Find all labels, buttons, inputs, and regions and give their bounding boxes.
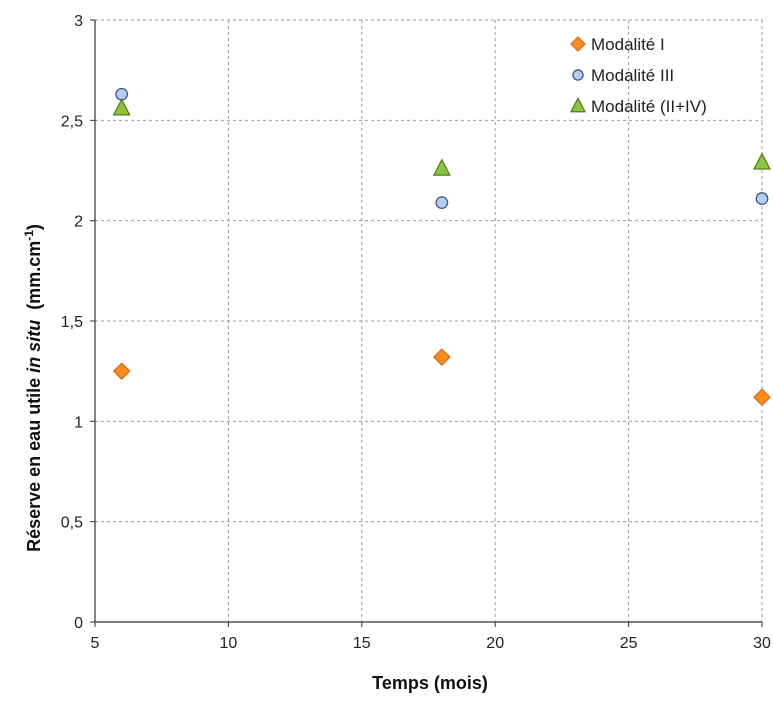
- y-axis-title-italic: in situ: [24, 320, 44, 373]
- data-point-diamond: [432, 348, 451, 366]
- data-point-circle: [755, 192, 769, 206]
- y-tick-label: 1: [74, 414, 83, 431]
- y-tick-label: 2: [74, 214, 83, 231]
- x-tick-label: 20: [486, 635, 504, 652]
- legend-marker-triangle: [570, 96, 586, 113]
- data-point-triangle: [753, 152, 771, 170]
- data-point-diamond: [753, 388, 771, 407]
- y-tick-label: 0: [74, 615, 83, 632]
- legend-marker-diamond: [570, 36, 586, 52]
- x-tick-label: 15: [353, 635, 371, 652]
- data-points: [112, 87, 771, 407]
- grid: [95, 19, 763, 622]
- data-point-triangle: [112, 98, 131, 116]
- legend-label: Modalité III: [591, 66, 674, 85]
- axes: 0 0,5 1 1,5 2 2,5 3 5 10 15 20 25 30: [61, 13, 771, 652]
- y-axis-title-unit: (mm.cm: [24, 241, 44, 320]
- legend-marker-circle: [572, 69, 584, 81]
- x-tick-label: 25: [620, 635, 638, 652]
- legend: Modalité I Modalité III Modalité (II+IV): [570, 35, 707, 116]
- data-point-circle: [435, 196, 449, 210]
- y-axis-title-prefix: Réserve en eau utile: [24, 373, 44, 552]
- data-point-diamond: [112, 362, 131, 381]
- x-tick-label: 30: [753, 635, 771, 652]
- y-axis-title: Réserve en eau utile in situ (mm.cm-1): [22, 224, 44, 552]
- legend-label: Modalité I: [591, 35, 665, 54]
- y-tick-label: 0,5: [61, 515, 83, 532]
- y-axis-title-unit-superscript: -1: [22, 230, 36, 241]
- legend-label: Modalité (II+IV): [591, 97, 707, 116]
- x-tick-label: 10: [220, 635, 238, 652]
- y-axis-title-unit-close: ): [24, 224, 44, 230]
- y-tick-label: 3: [74, 13, 83, 30]
- data-point-triangle: [432, 158, 451, 176]
- x-tick-label: 5: [91, 635, 100, 652]
- y-tick-label: 1,5: [61, 314, 83, 331]
- y-tick-label: 2,5: [61, 113, 83, 130]
- x-axis-title: Temps (mois): [372, 673, 488, 693]
